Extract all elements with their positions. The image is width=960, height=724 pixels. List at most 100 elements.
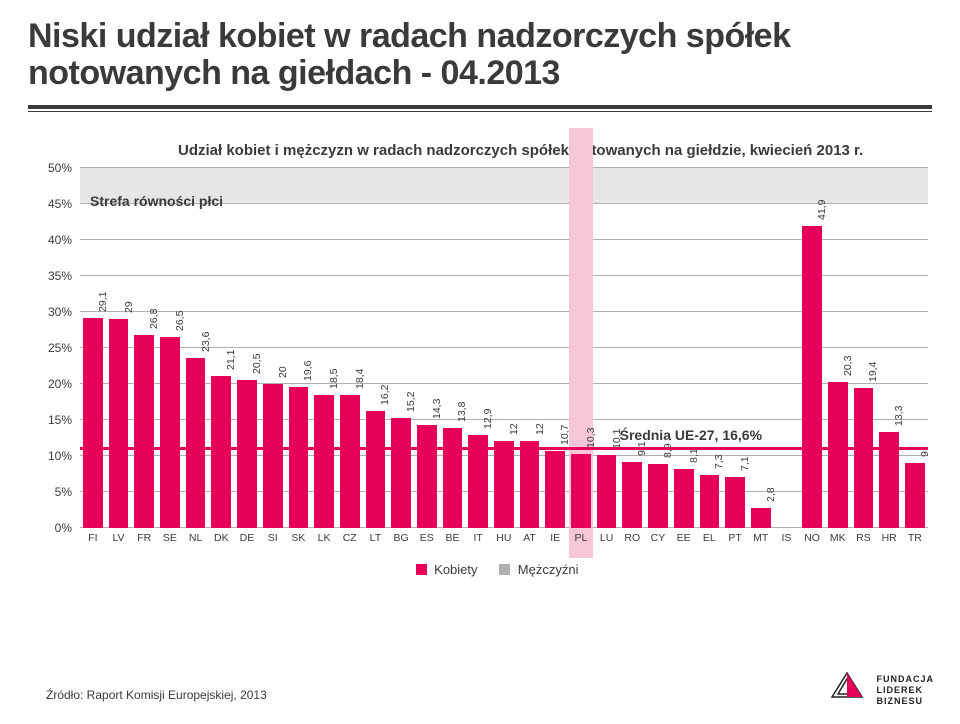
bar-column: 41,9 <box>799 168 825 528</box>
bar-column: 26,8 <box>131 168 157 528</box>
bar-column: 19,4 <box>851 168 877 528</box>
x-tick-label: MT <box>748 532 774 544</box>
bar-column: 12 <box>517 168 543 528</box>
source-text: Źródło: Raport Komisji Europejskiej, 201… <box>46 688 267 702</box>
legend-swatch-kobiety <box>416 564 427 575</box>
y-tick-label: 5% <box>55 485 72 499</box>
y-tick-label: 15% <box>48 413 72 427</box>
x-tick-label: FI <box>80 532 106 544</box>
bar-column: 7,1 <box>722 168 748 528</box>
x-tick-label: RS <box>851 532 877 544</box>
x-tick-label: RO <box>619 532 645 544</box>
bar-column: 8,9 <box>645 168 671 528</box>
bar-column: 12 <box>491 168 517 528</box>
y-tick-label: 10% <box>48 449 72 463</box>
legend: Kobiety Mężczyźni <box>38 562 938 577</box>
x-tick-label: PT <box>722 532 748 544</box>
x-tick-label: LV <box>106 532 132 544</box>
x-tick-label: PL <box>568 532 594 544</box>
bar <box>597 455 617 528</box>
bar <box>648 464 668 528</box>
bar-column: 20,3 <box>825 168 851 528</box>
x-tick-label: NL <box>183 532 209 544</box>
bar-chart: Udział kobiet i mężczyzn w radach nadzor… <box>38 148 938 608</box>
bar-column: 20 <box>260 168 286 528</box>
bar-column: 9 <box>902 168 928 528</box>
title-line2: notowanych na giełdach - 04.2013 <box>28 54 560 92</box>
y-tick-label: 35% <box>48 269 72 283</box>
bar-column: 8,1 <box>671 168 697 528</box>
y-tick-label: 20% <box>48 377 72 391</box>
bar <box>700 475 720 528</box>
logo-mark-icon <box>830 671 864 710</box>
bar <box>725 477 745 528</box>
bar-column: 16,2 <box>363 168 389 528</box>
bar-column: 13,8 <box>440 168 466 528</box>
avg-line-label: Średnia UE-27, 16,6% <box>620 427 762 443</box>
bar <box>391 418 411 527</box>
bar-column: 21,1 <box>208 168 234 528</box>
bar <box>443 428 463 527</box>
bar <box>417 425 437 528</box>
bar-column: 12,9 <box>465 168 491 528</box>
bar <box>263 384 283 528</box>
bar-column: 10,1 <box>594 168 620 528</box>
bar <box>802 226 822 528</box>
bar-column: 19,6 <box>286 168 312 528</box>
bar-value-label: 9 <box>919 423 931 457</box>
bar-column: 2,8 <box>748 168 774 528</box>
x-tick-label: CZ <box>337 532 363 544</box>
bar <box>160 337 180 528</box>
x-tick-label: HU <box>491 532 517 544</box>
x-tick-label: LT <box>363 532 389 544</box>
title-rule-thin <box>28 111 932 112</box>
bar-column: 23,6 <box>183 168 209 528</box>
bar <box>905 463 925 528</box>
x-tick-label: SK <box>286 532 312 544</box>
title-line1: Niski udział kobiet w radach nadzorczych… <box>28 17 791 55</box>
x-tick-label: TR <box>902 532 928 544</box>
x-tick-label: IS <box>774 532 800 544</box>
title-rule <box>28 105 932 109</box>
bar-column: 10,3 <box>568 168 594 528</box>
x-tick-label: ES <box>414 532 440 544</box>
bar-column: 18,5 <box>311 168 337 528</box>
bar-column: 26,5 <box>157 168 183 528</box>
plot-area: 0%5%10%15%20%25%30%35%40%45%50%29,12926,… <box>80 168 928 528</box>
x-tick-label: DK <box>208 532 234 544</box>
x-tick-label: IT <box>465 532 491 544</box>
chart-subtitle: Udział kobiet i mężczyzn w radach nadzor… <box>178 142 863 159</box>
bar <box>571 454 591 528</box>
bar <box>545 451 565 528</box>
bar-column: 18,4 <box>337 168 363 528</box>
bar-column: 7,3 <box>697 168 723 528</box>
logo-text: FUNDACJA LIDEREK BIZNESU <box>877 674 935 708</box>
x-axis-labels: FILVFRSENLDKDESISKLKCZLTBGESBEITHUATIEPL… <box>80 532 928 544</box>
bar-column: 14,3 <box>414 168 440 528</box>
bar <box>494 441 514 527</box>
x-tick-label: EE <box>671 532 697 544</box>
bar <box>622 462 642 528</box>
y-tick-label: 25% <box>48 341 72 355</box>
bar <box>751 508 771 528</box>
legend-swatch-mezczyzni <box>499 564 510 575</box>
x-tick-label: BE <box>440 532 466 544</box>
x-tick-label: HR <box>876 532 902 544</box>
logo-line1: FUNDACJA <box>877 674 935 684</box>
bars-container: 29,12926,826,523,621,120,52019,618,518,4… <box>80 168 928 528</box>
bar-column: 20,5 <box>234 168 260 528</box>
bar <box>314 395 334 528</box>
y-tick-label: 50% <box>48 161 72 175</box>
x-tick-label: EL <box>697 532 723 544</box>
x-tick-label: IE <box>542 532 568 544</box>
x-tick-label: SI <box>260 532 286 544</box>
equality-band-label: Strefa równości płci <box>90 193 223 209</box>
y-tick-label: 45% <box>48 197 72 211</box>
bar <box>366 411 386 528</box>
bar <box>211 376 231 528</box>
bar-column <box>774 168 800 528</box>
bar-column: 10,7 <box>542 168 568 528</box>
avg-line <box>80 447 928 450</box>
bar <box>854 388 874 528</box>
bar-column: 15,2 <box>388 168 414 528</box>
